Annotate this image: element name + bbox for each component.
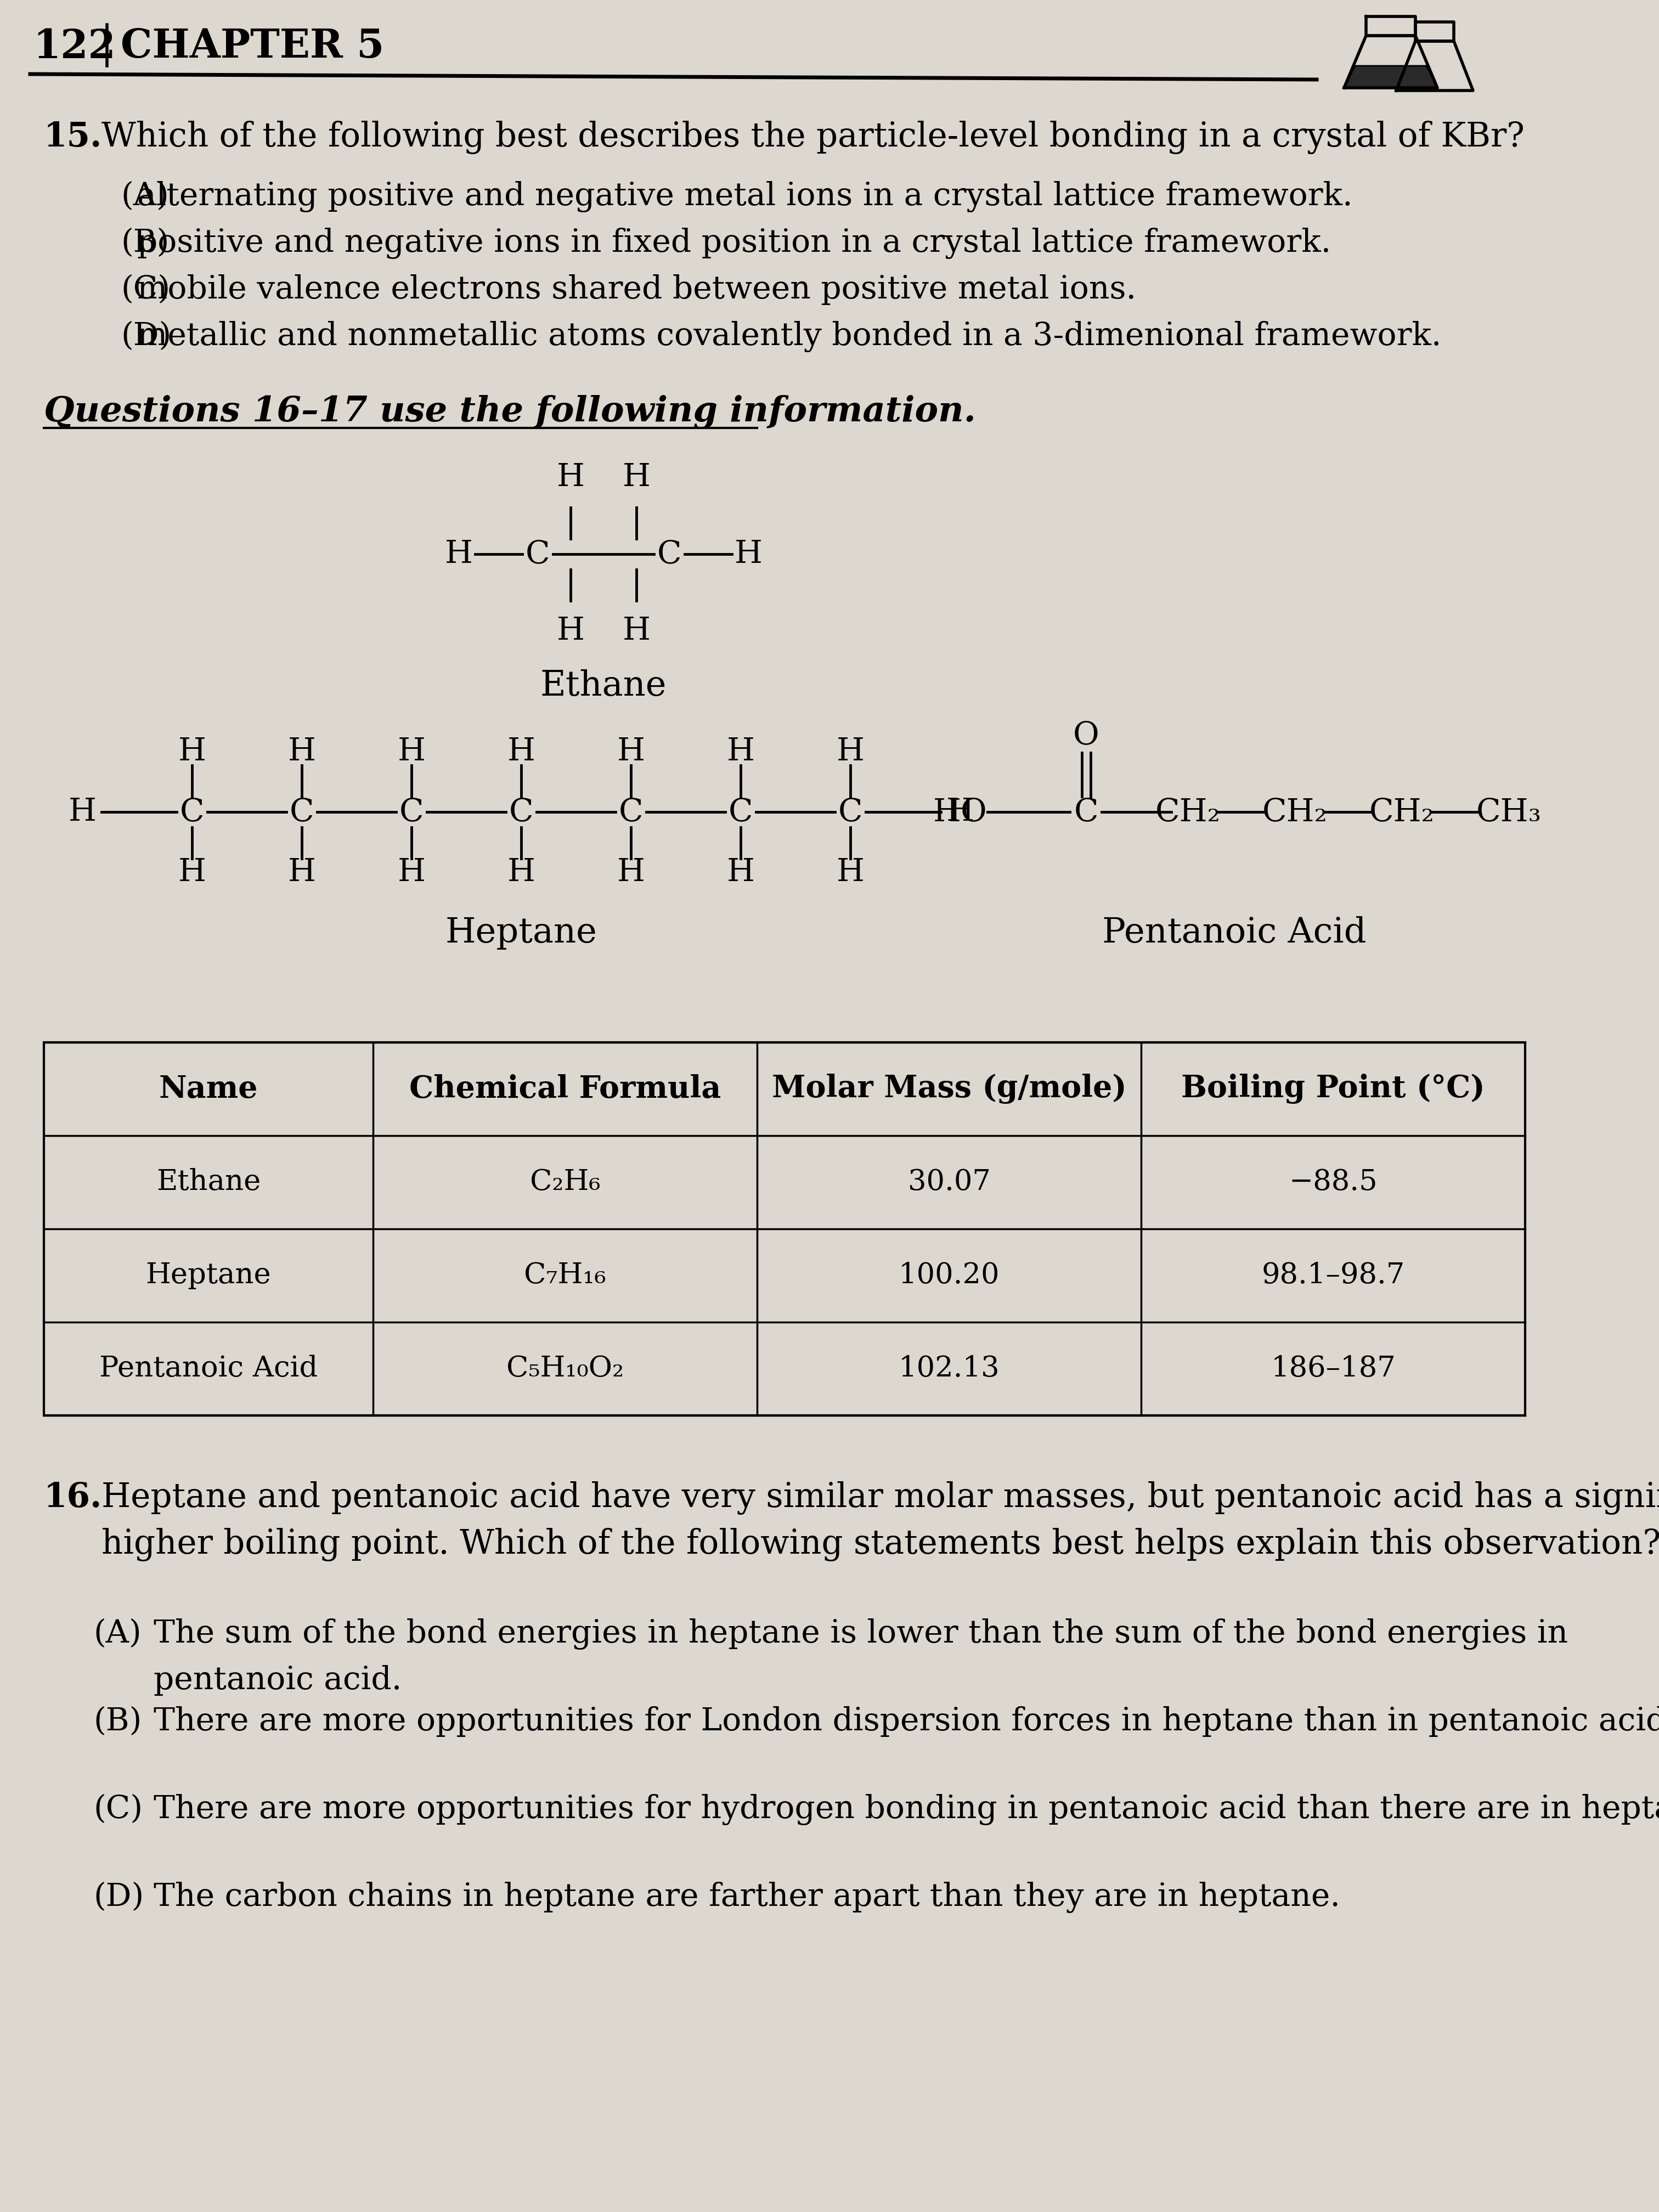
Text: 30.07: 30.07	[907, 1168, 990, 1197]
Text: alternating positive and negative metal ions in a crystal lattice framework.: alternating positive and negative metal …	[138, 181, 1352, 212]
Text: (C): (C)	[121, 274, 171, 305]
Text: 102.13: 102.13	[899, 1354, 1000, 1383]
Text: The carbon chains in heptane are farther apart than they are in heptane.: The carbon chains in heptane are farther…	[154, 1882, 1340, 1913]
Text: (D): (D)	[93, 1882, 144, 1913]
Text: 16.: 16.	[43, 1482, 103, 1515]
Text: C₂H₆: C₂H₆	[529, 1168, 601, 1197]
Text: H: H	[178, 856, 206, 887]
Text: C: C	[657, 540, 682, 568]
Text: C: C	[526, 540, 549, 568]
Text: O: O	[1073, 719, 1100, 750]
Text: Pentanoic Acid: Pentanoic Acid	[100, 1354, 319, 1383]
Text: H: H	[622, 615, 650, 646]
Text: Boiling Point (°C): Boiling Point (°C)	[1181, 1073, 1485, 1104]
Text: There are more opportunities for London dispersion forces in heptane than in pen: There are more opportunities for London …	[154, 1705, 1659, 1736]
Text: H: H	[178, 737, 206, 768]
Text: C: C	[838, 796, 863, 827]
Text: C: C	[509, 796, 534, 827]
Text: H: H	[508, 737, 536, 768]
Text: C: C	[1073, 796, 1098, 827]
Text: 98.1–98.7: 98.1–98.7	[1261, 1261, 1405, 1290]
Text: Chemical Formula: Chemical Formula	[410, 1073, 722, 1104]
Text: H: H	[68, 796, 96, 827]
Text: H: H	[398, 856, 425, 887]
Text: There are more opportunities for hydrogen bonding in pentanoic acid than there a: There are more opportunities for hydroge…	[154, 1794, 1659, 1825]
Text: Ethane: Ethane	[541, 670, 667, 703]
Text: Heptane and pentanoic acid have very similar molar masses, but pentanoic acid ha: Heptane and pentanoic acid have very sim…	[101, 1482, 1659, 1515]
Text: HO: HO	[932, 796, 987, 827]
Text: (A): (A)	[121, 181, 169, 212]
Text: C: C	[619, 796, 644, 827]
Text: C₅H₁₀O₂: C₅H₁₀O₂	[506, 1354, 624, 1383]
Text: H: H	[727, 856, 755, 887]
Text: 122: 122	[33, 27, 116, 66]
Text: H: H	[836, 856, 864, 887]
Text: CH₃: CH₃	[1477, 796, 1541, 827]
Text: H: H	[735, 540, 761, 568]
Text: C: C	[179, 796, 204, 827]
Text: Name: Name	[159, 1073, 259, 1104]
Bar	[43, 1042, 1525, 1416]
Text: metallic and nonmetallic atoms covalently bonded in a 3-dimenional framework.: metallic and nonmetallic atoms covalentl…	[138, 321, 1442, 352]
Text: H: H	[946, 796, 974, 827]
Text: positive and negative ions in fixed position in a crystal lattice framework.: positive and negative ions in fixed posi…	[138, 228, 1331, 259]
Text: H: H	[556, 462, 584, 493]
Text: H: H	[622, 462, 650, 493]
Text: CH₂: CH₂	[1155, 796, 1221, 827]
Text: H: H	[556, 615, 584, 646]
Text: H: H	[398, 737, 425, 768]
Text: Questions 16–17 use the following information.: Questions 16–17 use the following inform…	[43, 396, 975, 429]
Text: H: H	[508, 856, 536, 887]
Text: (C): (C)	[93, 1794, 143, 1825]
Text: (B): (B)	[93, 1705, 141, 1736]
Text: mobile valence electrons shared between positive metal ions.: mobile valence electrons shared between …	[138, 274, 1136, 305]
Text: Heptane: Heptane	[445, 916, 597, 949]
Text: C₇H₁₆: C₇H₁₆	[524, 1261, 606, 1290]
Text: C: C	[289, 796, 314, 827]
Text: (D): (D)	[121, 321, 171, 352]
Text: H: H	[617, 856, 645, 887]
Text: Ethane: Ethane	[156, 1168, 260, 1197]
Text: (A): (A)	[93, 1619, 141, 1650]
Text: H: H	[617, 737, 645, 768]
Text: CH₂: CH₂	[1262, 796, 1327, 827]
Text: CHAPTER 5: CHAPTER 5	[121, 27, 385, 66]
Text: H: H	[287, 856, 315, 887]
Text: CH₂: CH₂	[1369, 796, 1435, 827]
Text: 186–187: 186–187	[1271, 1354, 1395, 1383]
Text: H: H	[287, 737, 315, 768]
Text: H: H	[836, 737, 864, 768]
Text: (B): (B)	[121, 228, 169, 259]
Text: H: H	[445, 540, 473, 568]
Text: 100.20: 100.20	[899, 1261, 1000, 1290]
Text: Heptane: Heptane	[146, 1261, 270, 1290]
Text: Molar Mass (g/mole): Molar Mass (g/mole)	[771, 1073, 1126, 1104]
Text: Pentanoic Acid: Pentanoic Acid	[1102, 916, 1367, 949]
Text: Which of the following best describes the particle-level bonding in a crystal of: Which of the following best describes th…	[101, 122, 1525, 155]
Text: C: C	[728, 796, 753, 827]
Text: pentanoic acid.: pentanoic acid.	[154, 1666, 401, 1697]
Text: −88.5: −88.5	[1289, 1168, 1377, 1197]
Text: H: H	[727, 737, 755, 768]
Text: higher boiling point. Which of the following statements best helps explain this : higher boiling point. Which of the follo…	[101, 1528, 1659, 1562]
Polygon shape	[1344, 66, 1437, 88]
Text: The sum of the bond energies in heptane is lower than the sum of the bond energi: The sum of the bond energies in heptane …	[154, 1619, 1568, 1650]
Text: C: C	[400, 796, 423, 827]
Text: 15.: 15.	[43, 122, 103, 153]
